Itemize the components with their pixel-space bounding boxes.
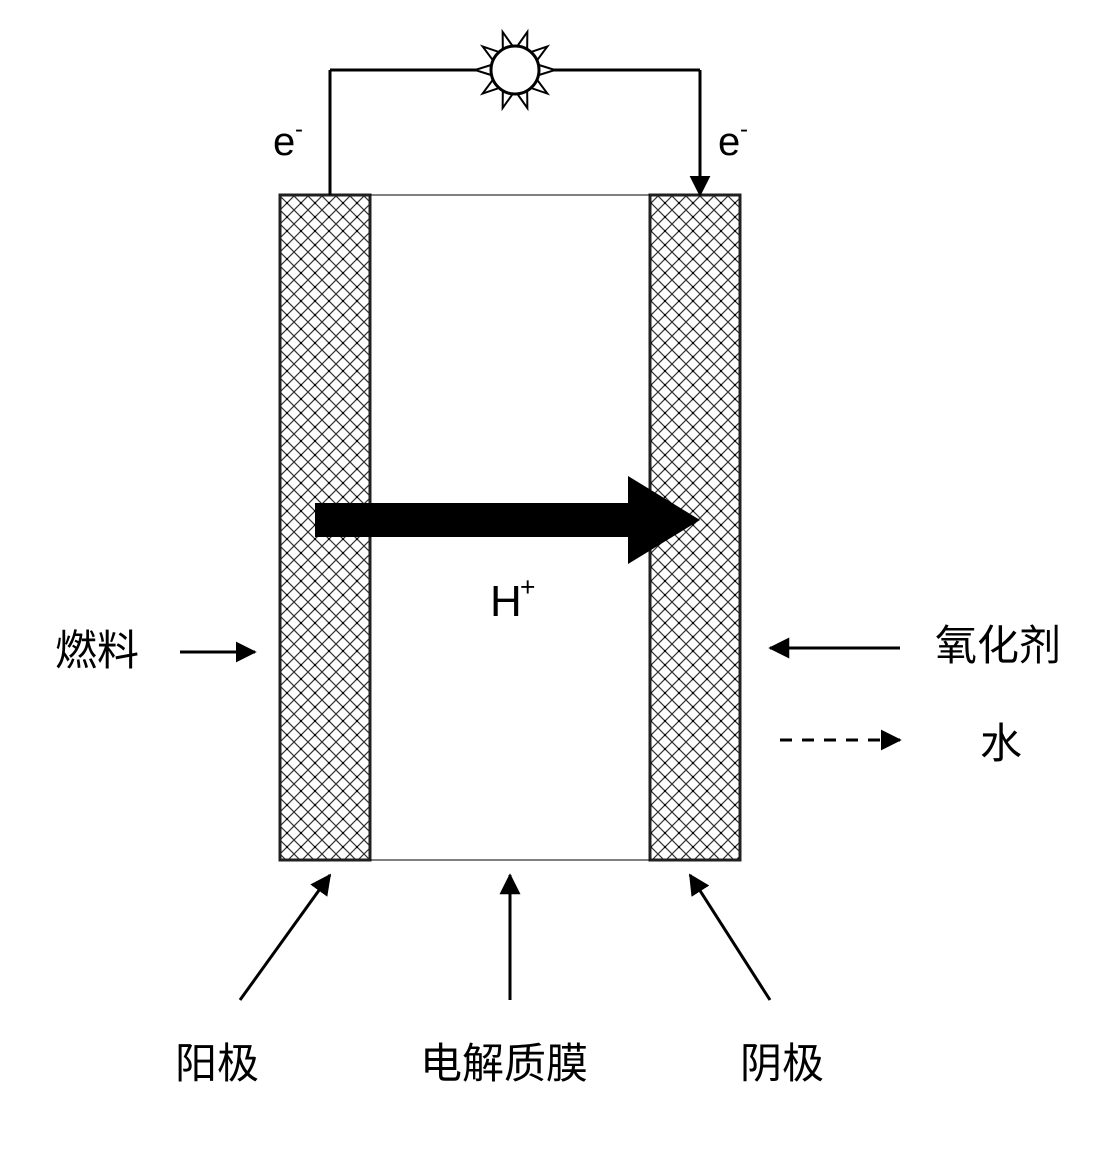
- label-fuel: 燃料: [55, 629, 139, 675]
- electron-label-left-sup: -: [295, 116, 303, 143]
- load-spike: [475, 65, 491, 75]
- label-oxidant: 氧化剂: [935, 624, 1061, 670]
- electron-label-right: e: [718, 120, 740, 164]
- electron-label-left: e: [273, 120, 295, 164]
- proton-label: H: [490, 577, 522, 626]
- load-icon: [491, 46, 539, 94]
- pointer-cathode: [690, 875, 770, 1000]
- label-cathode: 阴极: [740, 1042, 824, 1088]
- electron-label-right-sup: -: [740, 116, 748, 143]
- proton-label-sup: +: [520, 572, 535, 602]
- load-spike: [539, 65, 555, 75]
- label-water: 水: [980, 722, 1022, 768]
- label-membrane: 电解质膜: [420, 1042, 588, 1088]
- pointer-anode: [240, 875, 330, 1000]
- label-anode: 阳极: [175, 1042, 259, 1088]
